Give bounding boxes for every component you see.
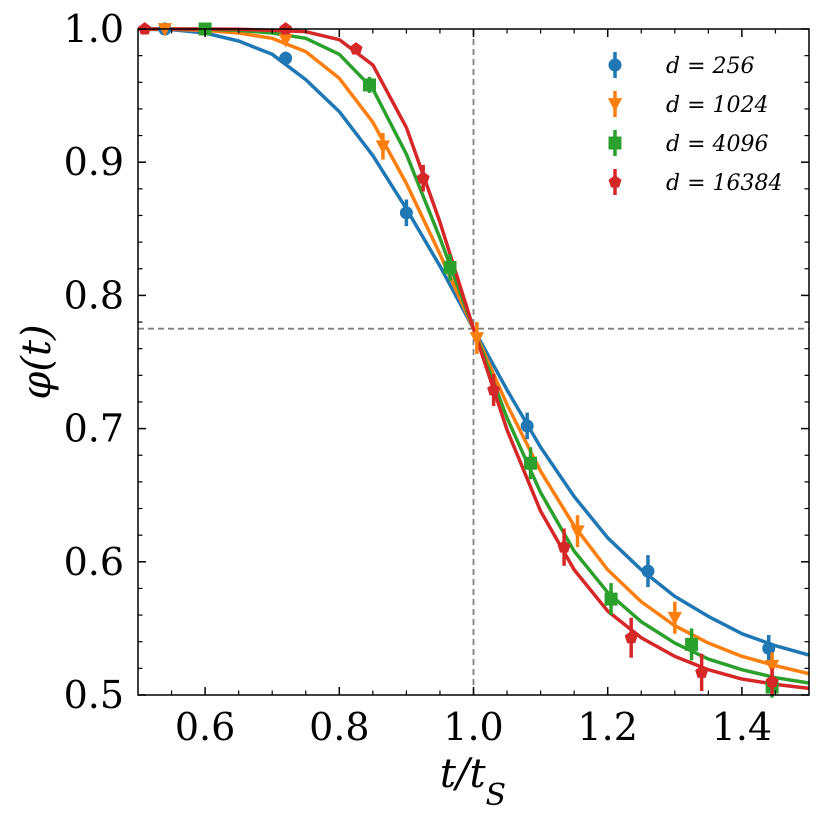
legend-item-d-4096: d = 4096 <box>608 130 769 157</box>
legend-marker <box>608 136 622 150</box>
data-point <box>765 674 779 688</box>
data-point <box>641 564 655 578</box>
legend-item-d-256: d = 256 <box>608 52 755 79</box>
legend-item-d-1024: d = 1024 <box>607 91 769 118</box>
x-tick-label: 1.4 <box>712 705 772 749</box>
x-tick-label: 1.0 <box>443 705 503 749</box>
legend-marker <box>608 175 622 188</box>
legend-label: d = 4096 <box>666 132 769 157</box>
data-point <box>399 206 413 220</box>
data-point <box>443 260 457 274</box>
y-axis-label: φ(t) <box>14 324 60 399</box>
series-points-d-256 <box>158 22 776 662</box>
legend-marker <box>607 98 623 112</box>
series-points-d-1024 <box>157 23 780 680</box>
legend: d = 256 d = 1024 d = 4096 d = 16384 <box>607 52 783 196</box>
fit-curves <box>137 27 810 691</box>
data-point <box>279 51 293 65</box>
legend-label: d = 256 <box>666 54 755 79</box>
legend-label: d = 1024 <box>666 93 769 118</box>
axis-ticks <box>138 28 809 696</box>
x-tick-labels: 0.6 0.8 1.0 1.2 1.4 <box>175 705 772 749</box>
data-point <box>375 140 391 155</box>
y-tick-label: 0.9 <box>64 140 124 184</box>
x-axis-label: t/tS <box>440 751 506 813</box>
data-point <box>695 665 709 678</box>
data-point <box>520 419 534 433</box>
reference-lines <box>138 29 809 695</box>
data-point <box>764 659 780 674</box>
data-point <box>487 383 501 396</box>
y-tick-label: 0.8 <box>64 273 124 317</box>
data-point <box>667 611 682 626</box>
data-points <box>138 22 780 698</box>
data-point <box>524 456 538 470</box>
data-point <box>685 637 699 651</box>
data-point <box>604 592 618 606</box>
data-point <box>416 171 430 184</box>
legend-label: d = 16384 <box>666 171 783 196</box>
data-point <box>762 641 776 655</box>
data-point <box>278 33 293 48</box>
y-tick-labels: 0.5 0.6 0.7 0.8 0.9 1.0 <box>64 7 124 717</box>
x-tick-label: 1.2 <box>577 705 637 749</box>
data-point <box>349 42 363 55</box>
legend-marker <box>608 58 622 72</box>
data-point <box>624 630 638 644</box>
data-point <box>157 23 172 37</box>
y-tick-label: 1.0 <box>64 7 124 51</box>
data-point <box>362 78 376 92</box>
legend-item-d-16384: d = 16384 <box>608 169 783 196</box>
y-tick-label: 0.7 <box>64 407 124 451</box>
data-point <box>570 525 585 539</box>
data-point <box>557 540 571 553</box>
x-tick-label: 0.8 <box>309 705 369 749</box>
data-point <box>469 332 485 346</box>
series-points-d-16384 <box>138 22 779 695</box>
y-tick-label: 0.5 <box>64 673 124 717</box>
y-tick-label: 0.6 <box>64 540 124 584</box>
x-tick-label: 0.6 <box>175 705 235 749</box>
